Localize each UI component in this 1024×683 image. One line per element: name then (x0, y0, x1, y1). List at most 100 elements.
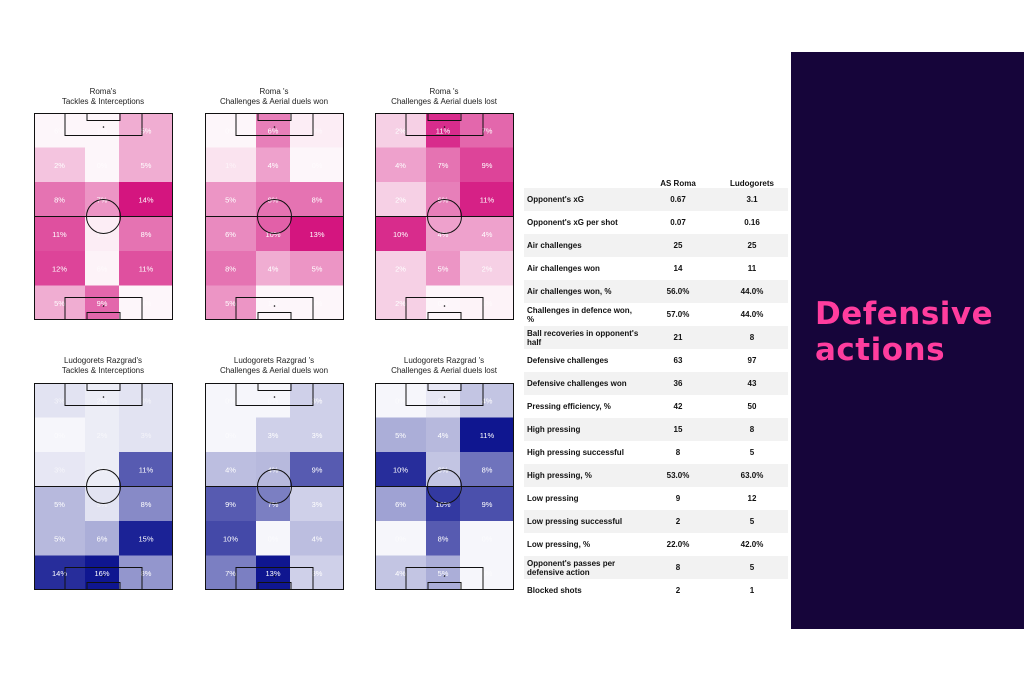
header-ludogorets: Ludogorets (730, 179, 774, 188)
penalty-spot (443, 396, 446, 398)
heatmap-cell (85, 521, 119, 556)
heatmap-cell (375, 383, 426, 418)
cell-value-label: 10% (393, 230, 408, 239)
pitch-heatmap: 0% 0% 3% 0% 3% 3% 4% 4% 9% 9% 7% 3% 10% 0% 4% 7% 13% 3% (205, 383, 344, 590)
ludogorets-value: 8 (749, 425, 755, 434)
cell-value-label: 2% (438, 396, 449, 405)
ludogorets-value: 42.0% (740, 540, 764, 549)
heatmap-cell (290, 182, 344, 217)
roma-value: 25 (673, 241, 683, 250)
stat-label: Blocked shots (527, 586, 582, 595)
heatmap-cell (205, 452, 256, 487)
table-row: Defensive challenges 63 97 (524, 349, 788, 372)
pitch-heatmap: 3% 2% 3% 0% 2% 3% 3% 2% 11% 5% 3% 8% 5% 6% 15% 14% 16% 8% (34, 383, 173, 590)
pitch-title-line: Roma 's (429, 87, 459, 96)
penalty-spot (273, 396, 276, 398)
heatmap-cell (119, 285, 173, 320)
heatmap-cell (460, 486, 514, 521)
heatmap-cell (119, 182, 173, 217)
table-row: Opponent's xG 0.67 3.1 (524, 188, 788, 211)
heatmap-cell (426, 521, 460, 556)
panel-title: Defensive actions (815, 296, 993, 368)
cell-value-label: 9% (225, 500, 236, 509)
cell-value-label: 9% (482, 500, 493, 509)
table-header: AS Roma Ludogorets (524, 176, 788, 188)
cell-value-label: 2% (482, 264, 493, 273)
heatmap-cell (34, 417, 85, 452)
roma-value: 2 (675, 517, 681, 526)
top-goal-box (86, 383, 121, 391)
cell-value-label: 3% (268, 431, 279, 440)
ludogorets-value: 5 (749, 517, 755, 526)
cell-value-label: 4% (482, 396, 493, 405)
cell-value-label: 1% (97, 230, 108, 239)
cell-value-label: 4% (438, 230, 449, 239)
table-row: High pressing, % 53.0% 63.0% (524, 464, 788, 487)
bottom-goal-box (257, 582, 292, 590)
pitch-svg: 0% 2% 4%5% 4% 11%10% 3% 8%6% 10% 9%0% 8% 0%4% 5% 0% (375, 383, 514, 590)
pitch-title-line: Tackles & Interceptions (61, 97, 145, 106)
heatmap-cell (119, 383, 173, 418)
cell-value-label: 3% (141, 396, 152, 405)
roma-value: 2 (675, 586, 681, 595)
pitch-heatmap: 6% 1% 5% 2% 0% 5% 8% 7% 14% 11% 1% 8% 12% 6% 11% 5% 9% 4% (34, 113, 173, 320)
stat-label: Opponent's xG per shot (527, 218, 618, 227)
heatmap-cell (460, 182, 514, 217)
heatmap-cell (34, 147, 85, 182)
cell-value-label: 0% (268, 396, 279, 405)
ludogorets-value: 0.16 (744, 218, 760, 227)
centre-circle (427, 469, 462, 504)
cell-value-label: 11% (480, 431, 495, 440)
ludogorets-value: 63.0% (740, 471, 764, 480)
heatmap-cell (460, 417, 514, 452)
heatmap-cell (34, 251, 85, 286)
cell-value-label: 5% (54, 299, 65, 308)
stat-label: Air challenges won (527, 264, 600, 273)
table-row: Challenges in defence won, % 57.0% 44.0% (524, 303, 788, 326)
heatmap-cell (34, 182, 85, 217)
heatmap-cell (119, 147, 173, 182)
table-row: Defensive challenges won 36 43 (524, 372, 788, 395)
roma-value: 36 (673, 379, 683, 388)
pitch-title-line: Ludogorets Razgrad's (63, 356, 143, 365)
cell-value-label: 10% (435, 500, 450, 509)
heatmap-cell (290, 417, 344, 452)
heatmap-cell (205, 285, 256, 320)
heatmap-cell (426, 555, 460, 590)
heatmap-cell (256, 555, 290, 590)
pitch-svg: 6% 1% 5%2% 0% 5%8% 7% 14%11% 1% 8%12% 6% 11%5% 9% 4% (34, 113, 173, 320)
cell-value-label: 2% (395, 126, 406, 135)
top-goal-box (257, 383, 292, 391)
cell-value-label: 8% (225, 264, 236, 273)
heatmap-cell (205, 251, 256, 286)
heatmap-cell (290, 383, 344, 418)
pitch-title-line: Challenges & Aerial duels won (219, 366, 329, 375)
cell-value-label: 4% (141, 299, 152, 308)
cell-value-label: 5% (225, 195, 236, 204)
cell-value-label: 14% (52, 569, 67, 578)
penalty-spot (273, 575, 276, 577)
heatmap-cell (119, 555, 173, 590)
stat-label: Defensive challenges (527, 356, 609, 365)
ludogorets-value: 25 (747, 241, 757, 250)
stat-label: Opponent's xG (527, 195, 585, 204)
penalty-spot (443, 305, 446, 307)
heatmap-cell (460, 452, 514, 487)
roma-value: 0.67 (670, 195, 686, 204)
heatmap-cell (460, 383, 514, 418)
cell-value-label: 0% (312, 161, 323, 170)
cell-value-label: 3% (312, 569, 323, 578)
ludogorets-value: 5 (749, 448, 755, 457)
roma-value: 56.0% (666, 287, 690, 296)
cell-value-label: 11% (480, 195, 495, 204)
bottom-goal-box (427, 582, 462, 590)
roma-value: 53.0% (666, 471, 690, 480)
heatmap-cell (85, 555, 119, 590)
ludogorets-value: 3.1 (746, 195, 758, 204)
cell-value-label: 6% (268, 126, 279, 135)
pitch-title-line: Roma 's (259, 87, 289, 96)
cell-value-label: 11% (139, 264, 154, 273)
heatmap-cell (34, 383, 85, 418)
heatmap-cell (460, 521, 514, 556)
pitch-title: Roma's Tackles & Interceptions (28, 87, 178, 107)
